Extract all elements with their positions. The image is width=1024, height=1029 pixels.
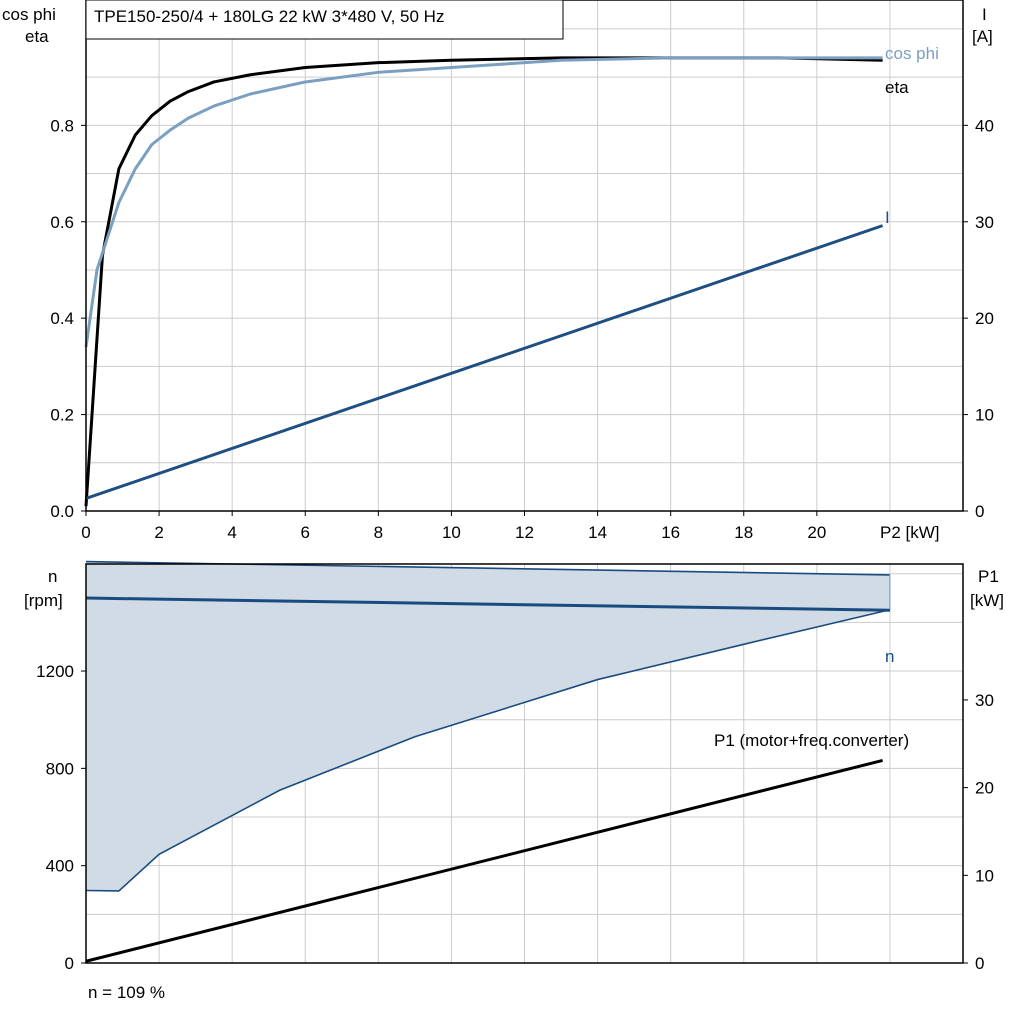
- x-tick-label: 8: [374, 523, 383, 542]
- series-label-current: I: [885, 208, 890, 227]
- x-tick-label: 16: [661, 523, 680, 542]
- y-right-tick-label: 10: [975, 406, 994, 425]
- x-tick-label: 18: [734, 523, 753, 542]
- bottom-y-left-tick-label: 1200: [36, 662, 74, 681]
- bottom-y-right-tick-label: 30: [975, 691, 994, 710]
- p1-line: [85, 758, 883, 963]
- bottom-y-right-label-line1: P1: [978, 567, 999, 586]
- bottom-y-right-label-line2: [kW]: [970, 591, 1004, 610]
- series-label-eta: eta: [885, 78, 909, 97]
- bottom-y-right-tick-label: 0: [975, 954, 984, 973]
- x-tick-label: 0: [81, 523, 90, 542]
- x-tick-label: 2: [154, 523, 163, 542]
- y-right-tick-label: 30: [975, 213, 994, 232]
- top-grid: [86, 0, 963, 511]
- x-axis-label: P2 [kW]: [880, 523, 940, 542]
- bottom-y-left-label-line2: [rpm]: [24, 591, 63, 610]
- footnote: n = 109 %: [88, 983, 165, 1002]
- bottom-y-left-tick-label: 800: [46, 759, 74, 778]
- y-right-tick-label: 40: [975, 116, 994, 135]
- bottom-y-left-label-line1: n: [48, 567, 57, 586]
- speed-band-area: [86, 561, 890, 891]
- x-tick-label: 4: [227, 523, 236, 542]
- y-left-tick-label: 0.0: [50, 502, 74, 521]
- y-right-label-line1: I: [982, 5, 987, 24]
- series-label-cosphi: cos phi: [885, 44, 939, 63]
- y-left-label-line2: eta: [25, 27, 49, 46]
- x-tick-label: 12: [515, 523, 534, 542]
- speed-line: [85, 596, 890, 612]
- y-right-label-line2: [A]: [972, 27, 993, 46]
- y-left-tick-label: 0.4: [50, 309, 74, 328]
- speed-band-min-line: [85, 608, 891, 892]
- series-label-speed: n: [885, 647, 894, 666]
- bottom-plot-frame: [85, 563, 964, 964]
- speed-range-band: [85, 560, 891, 892]
- bottom-y-left-tick-label: 400: [46, 857, 74, 876]
- bottom-y-right-tick-label: 20: [975, 779, 994, 798]
- cosphi-line: [84, 56, 883, 348]
- series-label-p1: P1 (motor+freq.converter): [714, 731, 909, 750]
- y-left-tick-label: 0.6: [50, 213, 74, 232]
- y-left-label-line1: cos phi: [2, 5, 56, 24]
- y-right-tick-label: 20: [975, 309, 994, 328]
- series-lines: [84, 56, 890, 963]
- x-tick-label: 6: [301, 523, 310, 542]
- y-left-tick-label: 0.2: [50, 406, 74, 425]
- chart-title: TPE150-250/4 + 180LG 22 kW 3*480 V, 50 H…: [94, 7, 444, 26]
- x-tick-label: 20: [807, 523, 826, 542]
- y-left-tick-label: 0.8: [50, 116, 74, 135]
- tick-labels: 0 2 4 6 8 10 12 14 16 18 20 0.0 0.2 0.4 0.6 0.8 0 10 20 30 4…: [36, 116, 994, 973]
- bottom-y-right-tick-label: 10: [975, 866, 994, 885]
- x-tick-label: 14: [588, 523, 607, 542]
- bottom-y-left-tick-label: 0: [65, 954, 74, 973]
- current-line: [85, 224, 884, 500]
- title-box: [85, 0, 564, 40]
- y-right-tick-label: 0: [975, 502, 984, 521]
- x-tick-label: 10: [442, 523, 461, 542]
